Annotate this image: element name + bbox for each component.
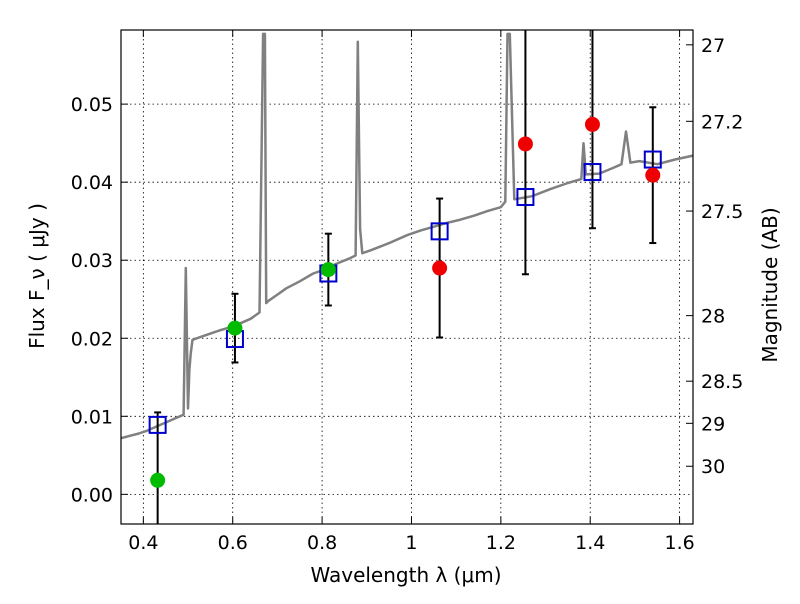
detection-point	[150, 472, 166, 488]
nondetection-point	[432, 260, 448, 276]
right-tick-label: 28.5	[701, 371, 743, 393]
plot-frame	[120, 29, 694, 525]
nondetection-point	[645, 167, 661, 183]
marker-layer	[148, 116, 662, 488]
y-tick-label: 0.00	[71, 484, 113, 506]
x-tick-label: 0.8	[307, 532, 337, 554]
nondetection-point	[584, 116, 600, 132]
x-tick-label: 1.6	[664, 532, 694, 554]
x-axis-label: Wavelength λ (μm)	[310, 563, 501, 587]
x-tick-label: 0.6	[218, 532, 248, 554]
model-spectrum-line	[120, 32, 694, 440]
y-tick-label: 0.03	[71, 250, 113, 272]
x-tick-label: 1	[405, 532, 417, 554]
y-tick-label: 0.04	[71, 172, 113, 194]
model-photometry-square	[516, 188, 535, 207]
y-axis-label: Flux F_ν ( μJy )	[25, 203, 49, 349]
y-tick-label: 0.01	[71, 406, 113, 428]
model-photometry-square	[148, 415, 167, 434]
right-tick-label: 29	[701, 413, 725, 435]
x-tick-label: 0.4	[128, 532, 158, 554]
detection-point	[320, 262, 336, 278]
model-photometry-square	[430, 222, 449, 241]
y-tick-label: 0.05	[71, 94, 113, 116]
detection-point	[227, 320, 243, 336]
right-axis-label: Magnitude (AB)	[758, 207, 782, 362]
tick-layer: 0.4 0.6 0.8 1 1.2 1.4 1.6 0.00 0.01 0.02 0.03 0.04 0…	[71, 30, 743, 554]
right-tick-label: 27.2	[701, 111, 743, 133]
x-tick-label: 1.2	[486, 532, 516, 554]
grid	[121, 30, 693, 524]
x-tick-label: 1.4	[575, 532, 605, 554]
y-tick-label: 0.02	[71, 328, 113, 350]
model-photometry-square	[643, 150, 662, 169]
model-photometry-square	[583, 163, 602, 182]
nondetection-point	[517, 136, 533, 152]
right-tick-label: 28	[701, 306, 725, 328]
spectrum-layer	[120, 32, 694, 440]
right-tick-label: 30	[701, 456, 725, 478]
right-tick-label: 27.5	[701, 201, 743, 223]
right-tick-label: 27	[701, 35, 725, 57]
